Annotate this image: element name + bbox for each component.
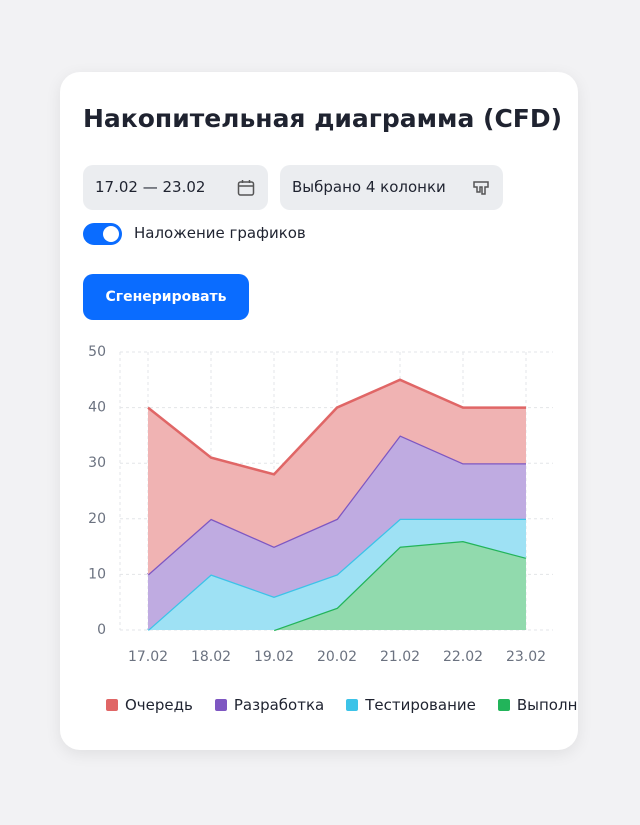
x-tick-label: 17.02 (128, 649, 168, 665)
legend-label: Очередь (125, 696, 193, 714)
legend-swatch (106, 699, 118, 711)
y-tick-label: 50 (88, 344, 106, 360)
columns-text: Выбрано 4 колонки (292, 178, 446, 196)
area (148, 379, 526, 575)
generate-button[interactable]: Сгенерировать (83, 274, 249, 320)
legend-item: Очередь (106, 696, 193, 714)
y-tick-label: 40 (88, 400, 106, 416)
columns-icon (473, 181, 489, 195)
chart: 0 10 20 30 40 50 17.02 18.02 19.02 20.02 21.02 22.0… (88, 344, 553, 665)
card: Накопительная диаграмма (CFD) 17.02 — 23… (60, 72, 578, 750)
legend-swatch (497, 699, 510, 711)
calendar-icon (237, 180, 255, 196)
date-range[interactable]: 17.02 — 23.02 (83, 165, 268, 210)
x-tick-label: 21.02 (380, 649, 420, 665)
x-tick-label: 18.02 (191, 649, 231, 665)
x-tick-label: 19.02 (254, 649, 294, 665)
title: Накопительная диаграмма (CFD) (83, 104, 563, 133)
y-tick-label: 20 (88, 511, 106, 527)
legend-swatch (214, 699, 227, 711)
x-tick-label: 22.02 (443, 649, 483, 665)
legend-item: Тестирование (346, 696, 476, 714)
overlay-toggle[interactable] (83, 223, 122, 245)
y-tick-label: 10 (88, 566, 106, 582)
legend-label: Выполнено (516, 696, 578, 714)
legend-item: Разработка (214, 696, 325, 714)
legend-item: Выполнено (497, 696, 578, 714)
area-line (147, 378, 526, 476)
toggle-label: Наложение графиков (134, 224, 306, 242)
date-range-text: 17.02 — 23.02 (95, 178, 206, 196)
columns-select[interactable]: Выбрано 4 колонки (280, 165, 503, 210)
y-tick-label: 0 (97, 622, 106, 638)
legend: Очередь Разработка Тестирование Выполнено (106, 696, 578, 714)
legend-label: Тестирование (365, 696, 476, 714)
y-tick-label: 30 (88, 455, 106, 471)
area (148, 435, 526, 630)
x-tick-label: 20.02 (317, 649, 357, 665)
x-tick-label: 23.02 (506, 649, 546, 665)
legend-label: Разработка (233, 696, 325, 714)
legend-swatch (346, 699, 359, 711)
